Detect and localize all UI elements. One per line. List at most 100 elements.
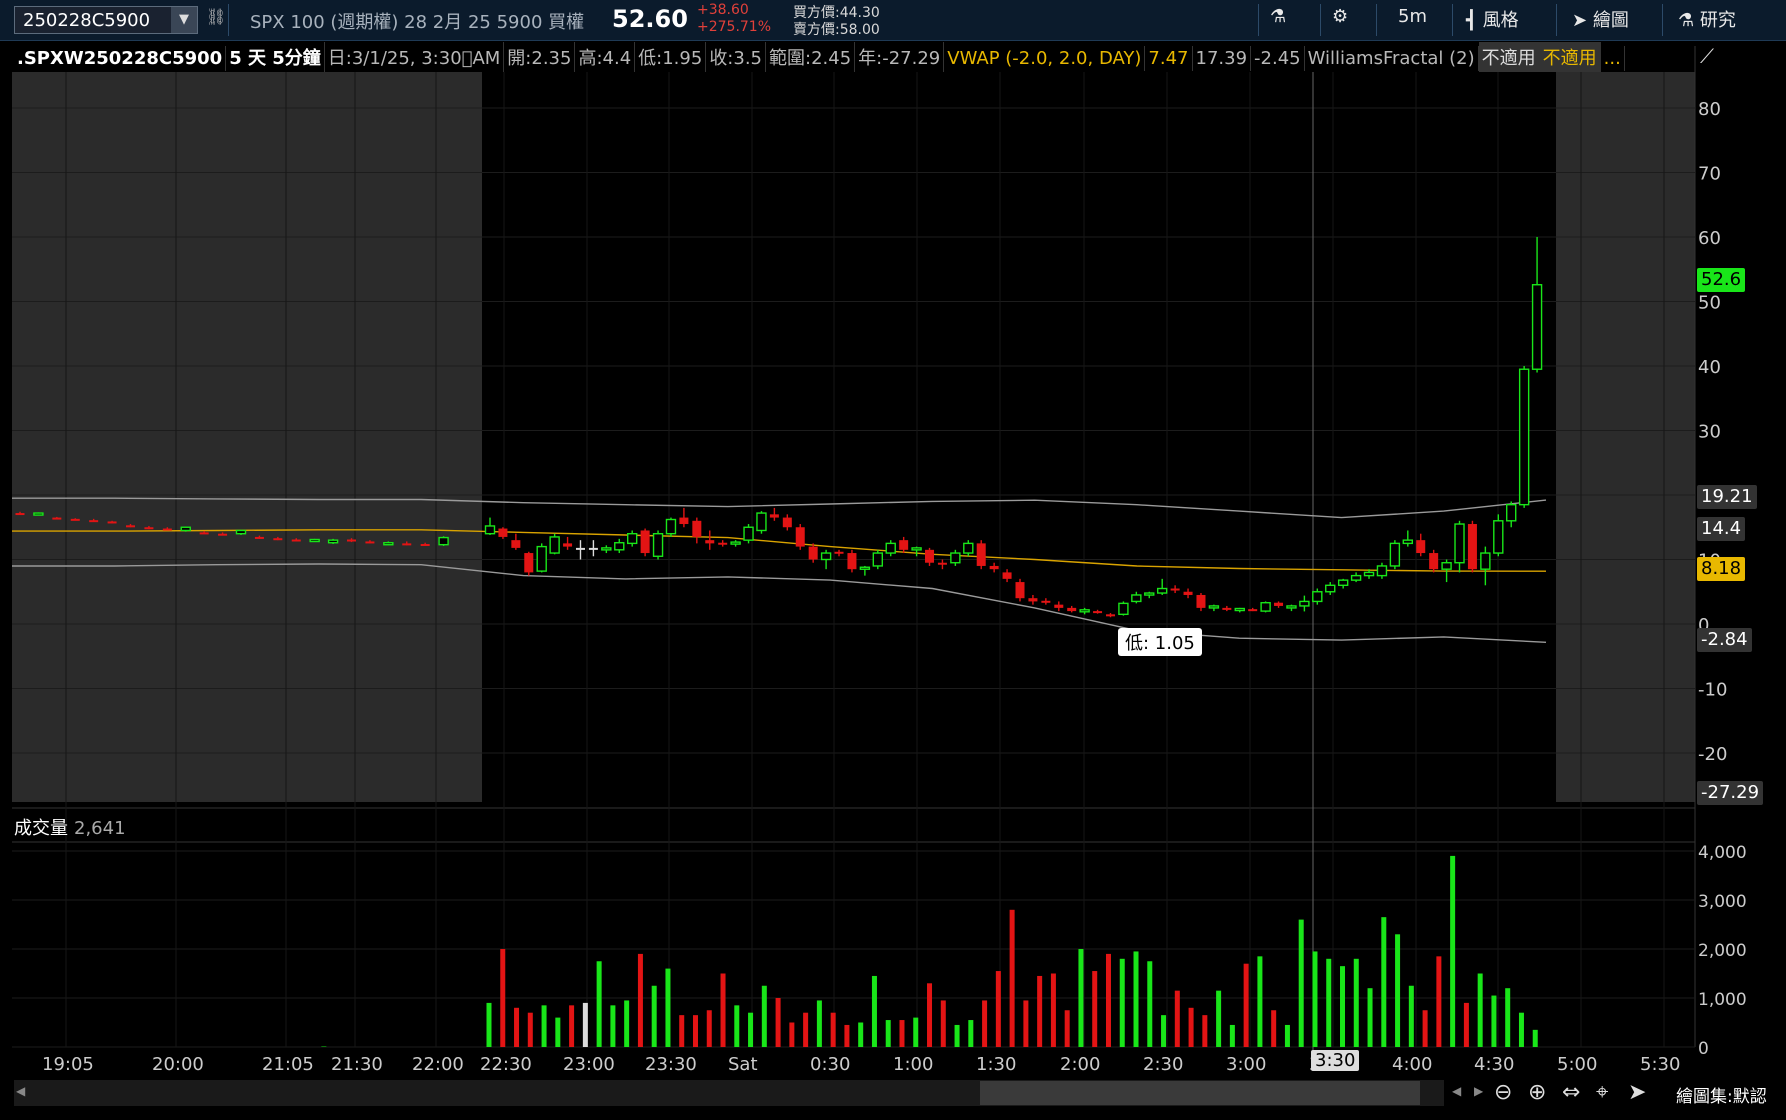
candle-body [1028, 598, 1038, 602]
candle-body [1454, 523, 1465, 564]
volume-bar [1340, 966, 1346, 1047]
candle-body [705, 540, 715, 544]
candle-body [626, 533, 638, 545]
volume-bar [1133, 951, 1139, 1047]
candle-body [652, 533, 664, 557]
x-tick-label: 4:30 [1474, 1054, 1514, 1075]
volume-bar [692, 1015, 698, 1047]
x-tick-label: 5:00 [1557, 1054, 1597, 1075]
more-studies[interactable]: ... [1601, 46, 1625, 71]
volume-tick-label: 4,000 [1698, 843, 1747, 863]
bar-date: 日:3/1/25, 3:30 AM [325, 42, 505, 72]
candle-body [383, 542, 394, 546]
divider [1258, 4, 1259, 36]
scrollbar-thumb[interactable] [980, 1081, 1420, 1105]
volume-bar [775, 998, 781, 1047]
y-tick-label: 70 [1698, 164, 1721, 185]
volume-bar [1532, 1029, 1538, 1047]
volume-bar [1078, 949, 1084, 1047]
candle-body [575, 547, 585, 550]
volume-tick-label: 2,000 [1698, 941, 1747, 961]
candle-body [1067, 607, 1077, 612]
candle-body [1325, 584, 1336, 593]
volume-label[interactable]: 成交量 [14, 818, 68, 839]
candle-style-icon: ┫ [1466, 10, 1477, 31]
cursor-icon[interactable]: ➤ [1628, 1080, 1647, 1105]
drawing-label: 繪圖 [1592, 10, 1629, 31]
vwap-study-label[interactable]: VWAP (-2.0, 2.0, DAY) [944, 46, 1146, 71]
scroll-left-icon[interactable]: ◀ [1452, 1084, 1462, 1098]
volume-bar [734, 1005, 740, 1047]
volume-bar [1367, 988, 1373, 1047]
vwap-lower-value: -2.45 [1251, 46, 1305, 71]
candle-body [692, 520, 702, 537]
volume-bar [927, 983, 933, 1047]
chevron-down-icon[interactable]: ▼ [171, 7, 197, 33]
candle-body [1079, 609, 1090, 613]
candle-body [847, 553, 857, 570]
candle-body [1234, 607, 1245, 612]
x-tick-label: 19:05 [42, 1054, 94, 1075]
scroll-left-icon[interactable]: ◀ [16, 1084, 26, 1098]
layout-label[interactable]: 繪圖集:默認 [1676, 1087, 1767, 1107]
symbol-input[interactable]: 250228C5900 ▼ [14, 6, 198, 34]
candle-body [327, 539, 339, 544]
price-chart[interactable]: 80706050403020100-10-204,0003,0002,0001,… [0, 0, 1786, 1078]
timeframe-button[interactable]: 5m [1398, 6, 1427, 27]
candle-body [70, 518, 80, 521]
crosshair-icon[interactable]: ⌖ [1596, 1080, 1609, 1105]
style-button[interactable]: ┫ 風格 [1466, 6, 1519, 34]
x-tick-label: Sat [728, 1054, 758, 1075]
volume-bar [720, 973, 726, 1047]
volume-bar [1395, 934, 1401, 1047]
volume-bar [1436, 956, 1442, 1047]
volume-bar [596, 961, 602, 1047]
volume-bar [1450, 855, 1456, 1047]
volume-bar [679, 1015, 685, 1047]
volume-bar [1023, 1000, 1029, 1047]
volume-bar [1326, 958, 1332, 1047]
studies-button[interactable]: ⚗ 研究 [1678, 6, 1736, 34]
candle-body [1260, 602, 1271, 612]
volume-bar [1092, 971, 1098, 1047]
flask-icon: ⚗ [1678, 10, 1695, 31]
instrument-description: SPX 100 (週期權) 28 2月 25 5900 買權 [250, 12, 585, 33]
volume-bar [624, 1000, 630, 1047]
chart-symbol[interactable]: .SPXW250228C5900 [14, 46, 227, 71]
zoom-out-icon[interactable]: ⊖ [1494, 1080, 1513, 1105]
volume-bar [1381, 917, 1387, 1047]
candle-body [899, 540, 909, 550]
volume-header: 成交量 2,641 [14, 814, 126, 840]
chart-line-icon[interactable]: ⟋ [1700, 44, 1714, 68]
fractal-value-1: 不適用 [1478, 42, 1540, 72]
candle-body [640, 530, 650, 554]
gear-icon[interactable]: ⚙ [1332, 6, 1349, 27]
volume-bar [1216, 990, 1222, 1047]
divider [228, 4, 229, 36]
x-tick-label: 2:30 [1143, 1054, 1183, 1075]
volume-bar [858, 1022, 864, 1047]
candle-body [834, 551, 844, 554]
candle-body [1337, 579, 1349, 587]
candle-body [498, 528, 508, 537]
candle-body [1274, 602, 1284, 606]
candle-body [1518, 368, 1530, 506]
drawing-button[interactable]: ➤ 繪圖 [1572, 6, 1629, 34]
candle-body [1350, 574, 1362, 581]
candle-body [1041, 600, 1051, 603]
candle-body [52, 517, 62, 520]
zoom-in-icon[interactable]: ⊕ [1528, 1080, 1547, 1105]
candle-body [718, 542, 728, 545]
volume-bar [789, 1022, 795, 1047]
pan-icon[interactable]: ⇔ [1562, 1080, 1581, 1105]
volume-bar [871, 975, 877, 1047]
candle-body [563, 543, 573, 547]
x-tick-label: 0:30 [810, 1054, 850, 1075]
link-icon[interactable]: ⛓ [206, 7, 227, 26]
candle-body [937, 562, 947, 565]
flask-icon[interactable]: ⚗ [1270, 6, 1287, 27]
chart-period[interactable]: 5 天 5分鐘 [226, 42, 325, 72]
scroll-right-icon[interactable]: ▶ [1474, 1084, 1484, 1098]
bid-price: 買方價:44.30 [793, 5, 880, 21]
fractal-study-label[interactable]: WilliamsFractal (2) [1305, 46, 1479, 71]
